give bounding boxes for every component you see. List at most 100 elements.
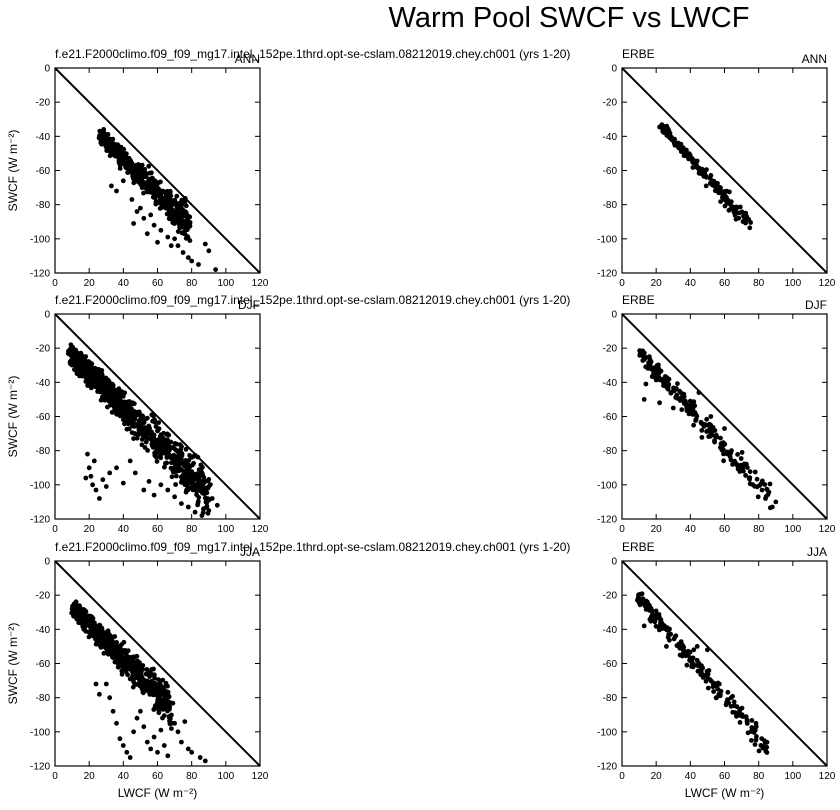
x-tick-label: 80 xyxy=(753,524,765,535)
data-point xyxy=(175,729,181,735)
data-point xyxy=(69,349,75,355)
data-point xyxy=(144,184,150,190)
data-point xyxy=(101,376,107,382)
x-tick-label: 120 xyxy=(819,524,836,535)
data-point xyxy=(764,750,770,755)
data-point xyxy=(168,716,173,721)
data-point xyxy=(139,415,145,420)
data-point xyxy=(112,387,118,393)
data-point xyxy=(163,447,168,453)
data-point xyxy=(699,428,705,433)
data-point xyxy=(134,715,140,721)
data-point xyxy=(735,452,740,457)
data-point xyxy=(89,614,95,620)
data-point xyxy=(722,189,727,194)
data-point xyxy=(127,656,132,662)
data-point xyxy=(181,224,187,229)
data-point xyxy=(704,668,710,674)
x-tick-label: 120 xyxy=(252,771,269,782)
data-point xyxy=(147,674,153,679)
data-point xyxy=(206,248,212,254)
data-point xyxy=(69,606,75,612)
data-point xyxy=(168,206,174,212)
data-point xyxy=(164,200,170,206)
data-point xyxy=(732,458,737,464)
data-point xyxy=(141,487,147,493)
data-point xyxy=(742,217,747,223)
data-point xyxy=(94,380,100,386)
data-point xyxy=(745,730,751,736)
data-point xyxy=(85,620,91,626)
data-point xyxy=(699,666,704,672)
data-point xyxy=(131,401,137,407)
y-tick-label: -80 xyxy=(36,200,51,211)
data-point xyxy=(70,359,75,364)
data-point xyxy=(110,708,116,714)
x-tick-label: 100 xyxy=(784,278,801,289)
y-tick-label: -20 xyxy=(603,98,618,109)
x-tick-label: 20 xyxy=(651,524,663,535)
y-tick-label: -20 xyxy=(603,344,618,355)
data-point xyxy=(169,474,175,480)
data-point xyxy=(93,641,99,647)
data-point xyxy=(741,461,747,467)
data-point xyxy=(138,205,143,211)
data-point xyxy=(718,185,723,191)
data-point xyxy=(183,446,189,452)
data-point xyxy=(131,221,137,226)
data-point xyxy=(154,449,160,455)
data-point xyxy=(730,693,735,699)
data-point xyxy=(71,601,77,607)
data-point xyxy=(141,681,147,686)
data-point xyxy=(195,502,201,508)
data-point xyxy=(756,748,762,754)
data-point xyxy=(124,426,130,432)
data-point xyxy=(76,620,82,626)
data-point xyxy=(173,473,179,479)
data-point xyxy=(197,488,203,494)
y-tick-label: -80 xyxy=(603,693,618,704)
data-point xyxy=(739,209,745,215)
data-point xyxy=(120,743,126,748)
data-point xyxy=(177,466,183,472)
data-point xyxy=(196,467,202,472)
data-point xyxy=(749,725,755,730)
data-point xyxy=(660,376,666,382)
data-point xyxy=(179,739,184,745)
y-tick-label: -40 xyxy=(36,132,51,143)
y-tick-label: -60 xyxy=(36,412,51,423)
data-point xyxy=(673,386,679,391)
y-tick-label: -20 xyxy=(603,591,618,602)
x-tick-label: 20 xyxy=(84,524,96,535)
data-point xyxy=(146,178,151,184)
data-point xyxy=(699,169,704,175)
panel-obs-JJA: ERBE JJA 0 20 40 60 80 100 120 0 -20 -40 -60 -80 -100 -… xyxy=(597,540,836,800)
data-point xyxy=(118,648,123,653)
data-point xyxy=(197,755,203,760)
y-tick-label: -60 xyxy=(36,166,51,177)
data-point xyxy=(119,654,125,659)
data-point xyxy=(732,208,738,213)
data-point xyxy=(168,439,174,445)
data-point xyxy=(714,434,720,440)
data-point xyxy=(641,623,647,629)
y-tick-label: -40 xyxy=(603,132,618,143)
data-point xyxy=(724,700,729,705)
data-point xyxy=(725,689,731,695)
data-point xyxy=(753,720,759,726)
data-point xyxy=(152,680,158,686)
data-point xyxy=(753,737,759,743)
data-point xyxy=(148,746,154,752)
data-point xyxy=(130,684,136,690)
data-point xyxy=(214,502,220,508)
data-point xyxy=(653,623,659,629)
data-point xyxy=(769,504,775,510)
data-point xyxy=(103,681,109,687)
data-point xyxy=(689,157,695,163)
data-point xyxy=(88,473,94,479)
data-point xyxy=(642,356,647,362)
data-point xyxy=(148,212,154,218)
data-point xyxy=(690,402,696,407)
panel-case-label: ERBE xyxy=(622,47,655,61)
data-point xyxy=(189,258,195,264)
